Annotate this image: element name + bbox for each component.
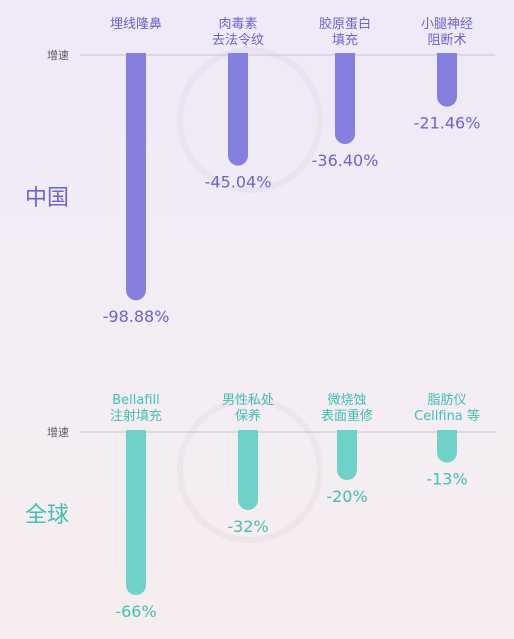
- value-label: -21.46%: [414, 114, 481, 133]
- bar-1: [126, 430, 146, 595]
- value-label: -66%: [115, 602, 156, 621]
- region-label: 中国: [25, 186, 69, 211]
- value-label: -20%: [326, 487, 367, 506]
- category-label-line: 注射填充: [110, 408, 162, 424]
- value-label: -98.88%: [103, 307, 170, 326]
- bar-1: [126, 53, 146, 301]
- bar-3: [337, 430, 357, 480]
- value-label: -45.04%: [205, 173, 272, 192]
- watermark: [177, 47, 323, 543]
- category-label-line: 填充: [332, 32, 358, 48]
- category-label-line: 胶原蛋白: [319, 16, 371, 32]
- category-label: 微烧蚀表面重修: [321, 393, 373, 424]
- category-label-line: 表面重修: [321, 408, 373, 424]
- value-label: -32%: [227, 517, 268, 536]
- value-label: -36.40%: [312, 151, 379, 170]
- bar-3: [335, 53, 355, 144]
- category-label-line: 男性私处: [222, 393, 274, 408]
- category-label: 男性私处保养: [222, 393, 274, 424]
- category-label-line: 微烧蚀: [327, 393, 366, 408]
- category-label-line: Bellafill: [112, 393, 160, 408]
- category-label-line: 脂肪仪: [427, 392, 466, 408]
- baseline-label: 增速: [47, 48, 69, 62]
- category-label-line: Cellfina 等: [414, 408, 480, 424]
- baseline-label: 增速: [47, 425, 69, 439]
- value-label: -13%: [426, 470, 467, 489]
- category-label: 胶原蛋白填充: [319, 16, 371, 48]
- category-label-line: 埋线隆鼻: [110, 16, 162, 32]
- bar-4: [437, 53, 457, 107]
- category-label: 埋线隆鼻: [110, 16, 162, 32]
- category-label-line: 小腿神经: [421, 17, 473, 32]
- category-label: Bellafill 注射填充: [110, 393, 162, 424]
- bar-2: [238, 430, 258, 510]
- category-label: 小腿神经阻断术: [421, 17, 473, 48]
- category-label: 脂肪仪 Cellfina 等: [414, 392, 480, 424]
- category-label-line: 阻断术: [427, 33, 466, 48]
- category-label-line: 保养: [235, 408, 261, 424]
- category-label-line: 肉毒素: [218, 17, 257, 32]
- category-label: 肉毒素去法令纹: [212, 17, 264, 48]
- bar-2: [228, 53, 249, 166]
- bar-4: [437, 430, 457, 463]
- region-label: 全球: [25, 503, 69, 528]
- category-label-line: 去法令纹: [212, 33, 264, 48]
